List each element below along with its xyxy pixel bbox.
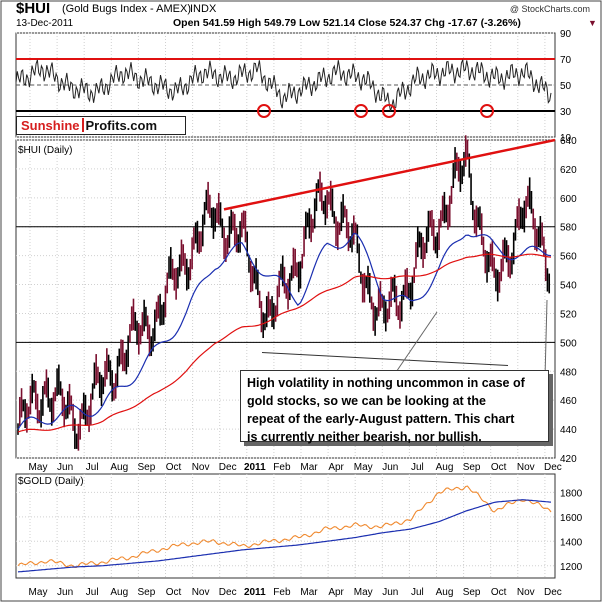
y-tick-label: 460 [560, 396, 577, 407]
x-tick-label: Sep [463, 462, 481, 473]
x-tick-label: Oct [166, 462, 182, 473]
rsi-oversold-circle [382, 104, 396, 118]
annotation-box: High volatility in nothing uncommon in c… [240, 370, 549, 444]
x-tick-label: May [354, 462, 373, 473]
y-tick-label: 1600 [560, 513, 583, 524]
x-tick-label: Jul [86, 587, 99, 598]
x-tick-label: Apr [328, 462, 344, 473]
y-tick-label: 1400 [560, 537, 583, 548]
x-tick-label: Mar [300, 462, 318, 473]
annotation-line: is currently neither bearish, nor bullis… [247, 430, 482, 444]
exchange: INDX [190, 3, 217, 15]
x-tick-label: Oct [166, 587, 182, 598]
panel-2-frame [15, 473, 556, 579]
y-tick-label: 1200 [560, 562, 583, 573]
gold-sma-line [17, 499, 552, 573]
y-tick-label: 420 [560, 454, 577, 465]
y-tick-label: 580 [560, 223, 577, 234]
rsi-oversold-circle [257, 104, 271, 118]
x-tick-label: Aug [436, 462, 454, 473]
x-tick-label: Nov [517, 587, 535, 598]
data-marks [15, 58, 556, 573]
x-tick-label: May [29, 587, 48, 598]
brand-logo: Sunshine Profits.com [16, 116, 186, 135]
x-tick-label: Nov [192, 587, 210, 598]
y-tick-label: 500 [560, 338, 577, 349]
y-tick-label: 640 [560, 136, 577, 147]
index-name: (Gold Bugs Index - AMEX) [62, 3, 191, 15]
x-tick-label: Sep [138, 462, 156, 473]
x-tick-label: Sep [138, 587, 156, 598]
axis-labels: May May Jun Jun Jul Jul Aug Aug Sep Sep Oct Oct Nov N… [29, 29, 583, 598]
brand-divider [81, 118, 84, 132]
y-tick-label: 520 [560, 309, 577, 320]
x-tick-label: Jun [57, 587, 73, 598]
sma-200-line [17, 253, 552, 433]
x-tick-label: Dec [544, 462, 562, 473]
x-tick-label: Dec [219, 587, 237, 598]
y-tick-label: 600 [560, 194, 577, 205]
symbol: $HUI [16, 0, 50, 17]
x-tick-label: May [29, 462, 48, 473]
y-tick-label: 50 [560, 81, 572, 92]
x-tick-label: Dec [219, 462, 237, 473]
x-tick-label: Aug [110, 587, 128, 598]
rsi-line [15, 59, 552, 112]
gold-panel-label: $GOLD (Daily) [18, 476, 84, 487]
annotation-line: gold stocks, so we can be looking at the [247, 394, 486, 408]
annotation-pointer [391, 311, 438, 379]
y-tick-label: 560 [560, 252, 577, 263]
x-tick-label: Mar [300, 587, 318, 598]
y-tick-label: 1800 [560, 488, 583, 499]
brand-part1: Sunshine [21, 118, 80, 133]
annotation-line: High volatility in nothing uncommon in c… [247, 376, 525, 390]
x-tick-label: Feb [273, 587, 291, 598]
x-tick-label: 2011 [244, 462, 266, 473]
x-tick-label: Jul [86, 462, 99, 473]
x-tick-label: Feb [273, 462, 291, 473]
x-tick-label: Sep [463, 587, 481, 598]
y-tick-label: 620 [560, 165, 577, 176]
x-tick-label: 2011 [244, 587, 266, 598]
down-arrow-icon: ▼ [588, 18, 597, 28]
x-tick-label: Oct [491, 462, 507, 473]
x-tick-label: Jul [411, 462, 424, 473]
annotation-pointer [544, 299, 548, 379]
x-tick-label: Jun [382, 587, 398, 598]
hui-panel-label: $HUI (Daily) [18, 145, 72, 156]
x-tick-label: Oct [491, 587, 507, 598]
y-tick-label: 90 [560, 29, 572, 40]
watermark: @ StockCharts.com [510, 4, 590, 14]
x-tick-label: Nov [192, 462, 210, 473]
x-tick-label: Aug [110, 462, 128, 473]
sma-50-line [17, 232, 552, 430]
panel-1-frame [15, 139, 556, 459]
x-tick-label: Dec [544, 587, 562, 598]
x-tick-label: Aug [436, 587, 454, 598]
resistance-trendline [223, 138, 556, 211]
date-label: 13-Dec-2011 [16, 18, 74, 29]
y-tick-label: 480 [560, 367, 577, 378]
x-tick-label: Jun [382, 462, 398, 473]
quote-line: Open 541.59 High 549.79 Low 521.14 Close… [173, 17, 521, 29]
y-tick-label: 10 [560, 133, 572, 144]
brand-part2: Profits.com [85, 118, 158, 133]
y-tick-label: 440 [560, 425, 577, 436]
support-trendline [261, 351, 509, 366]
rsi-oversold-circle [480, 104, 494, 118]
y-tick-label: 30 [560, 107, 572, 118]
rsi-oversold-circle [354, 104, 368, 118]
x-tick-label: Nov [517, 462, 535, 473]
gold-price-line [17, 485, 552, 568]
annotation-line: repeat of the early-August pattern. This… [247, 412, 515, 426]
x-tick-label: Apr [328, 587, 344, 598]
x-tick-label: May [354, 587, 373, 598]
x-tick-label: Jun [57, 462, 73, 473]
x-tick-label: Jul [411, 587, 424, 598]
y-tick-label: 540 [560, 281, 577, 292]
y-tick-label: 70 [560, 55, 572, 66]
